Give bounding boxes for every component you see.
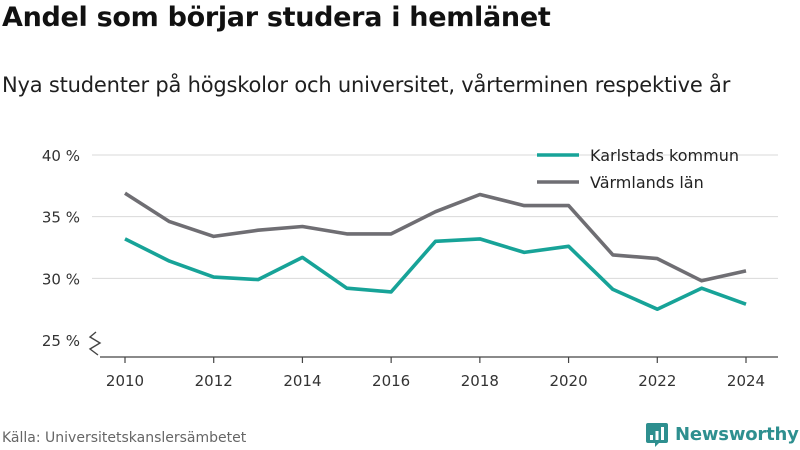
newsworthy-logo-icon <box>646 423 668 447</box>
y-tick-label: 30 % <box>42 270 80 288</box>
brand-name: Newsworthy <box>675 423 799 445</box>
source-note: Källa: Universitetskanslersämbetet <box>2 430 247 446</box>
x-tick-label: 2024 <box>727 372 765 390</box>
x-tick-label: 2010 <box>106 372 144 390</box>
y-tick-label: 40 % <box>42 147 80 165</box>
legend-label: Värmlands län <box>590 173 704 192</box>
y-tick-label: 35 % <box>42 209 80 227</box>
series-line-karlstads-kommun <box>124 237 747 311</box>
axis-break-icon <box>88 331 102 356</box>
line-chart: 25 % 30 % 35 % 40 % 2010 2012 2014 2016 2018 2020… <box>42 146 778 390</box>
legend-label: Karlstads kommun <box>590 146 739 165</box>
x-tick-label: 2020 <box>549 372 587 390</box>
chart-title: Andel som börjar studera i hemlänet <box>2 2 551 33</box>
y-tick-label: 25 % <box>42 332 80 350</box>
x-tick-label: 2012 <box>195 372 233 390</box>
chart-subtitle: Nya studenter på högskolor och universit… <box>2 73 731 97</box>
x-tick-label: 2022 <box>638 372 676 390</box>
brand-logo: Newsworthy <box>645 421 799 447</box>
x-tick-label: 2018 <box>461 372 499 390</box>
x-tick-label: 2016 <box>372 372 410 390</box>
x-tick-label: 2014 <box>283 372 321 390</box>
series-line-varmlands-lan <box>124 191 747 283</box>
